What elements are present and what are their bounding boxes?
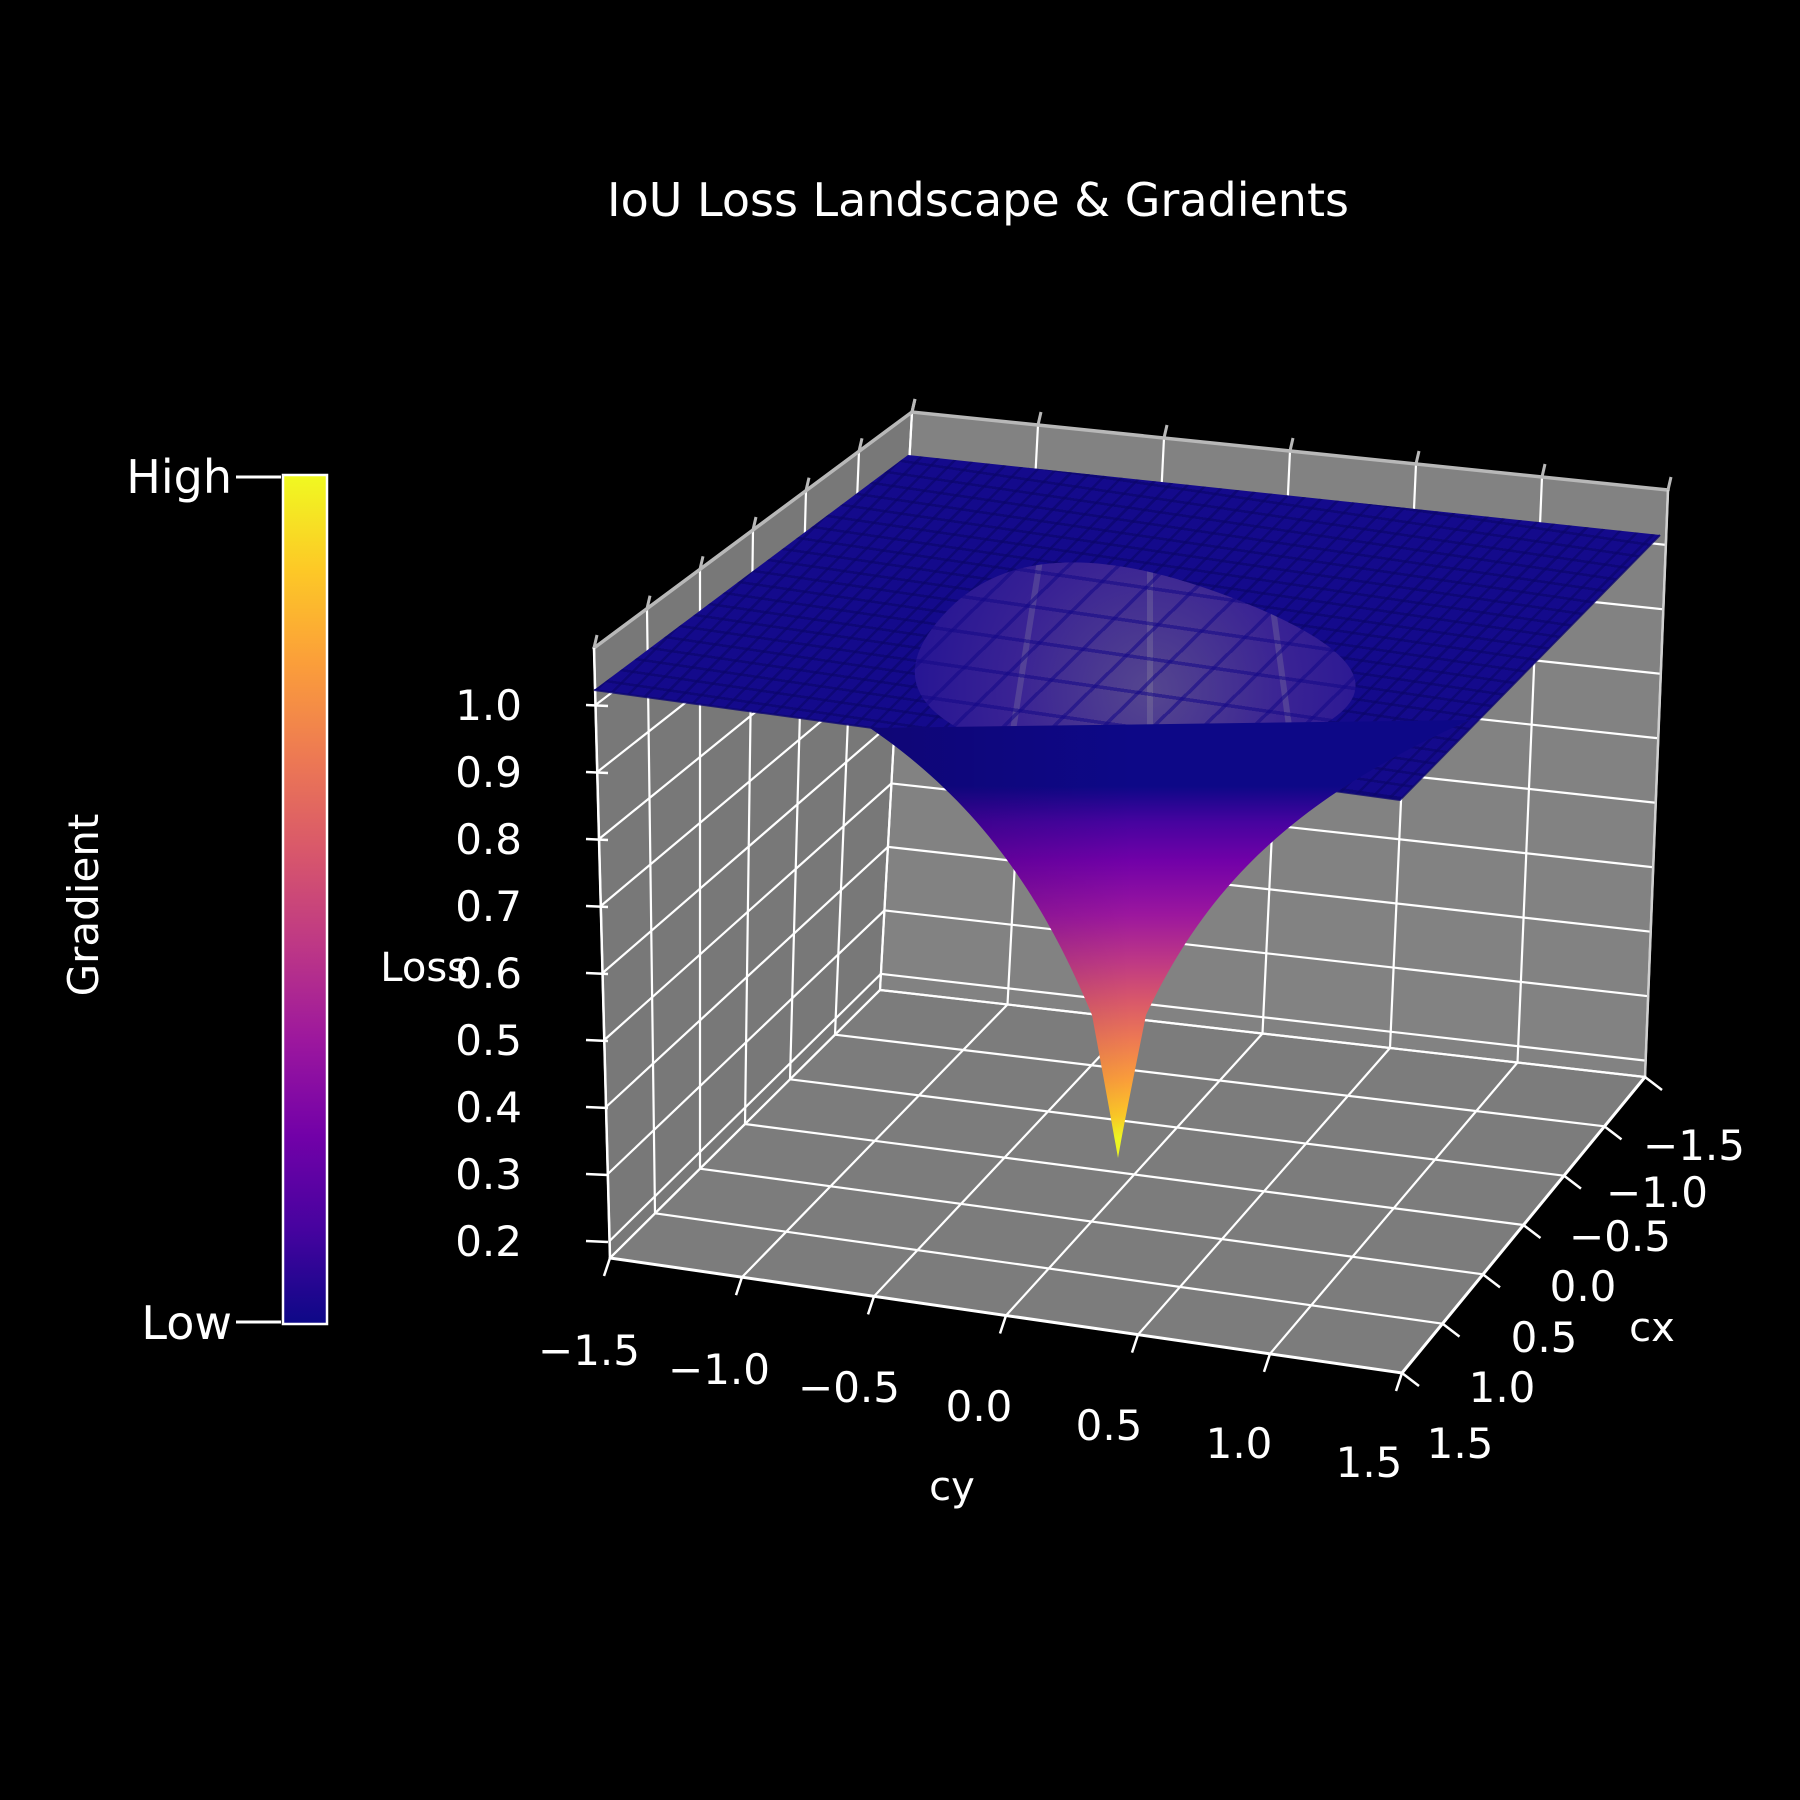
grid-line: [585, 904, 609, 909]
grid-line: [1522, 1224, 1542, 1239]
y-axis-label: cx: [1629, 1305, 1675, 1351]
z-tick-label: 0.7: [455, 882, 522, 931]
z-tick-label: 0.5: [455, 1016, 522, 1065]
grid-line: [910, 398, 917, 413]
grid-line: [585, 971, 609, 976]
cy-tick-label: 1.0: [1206, 1419, 1273, 1468]
plateau-edge: [593, 534, 1661, 802]
grid-line: [592, 647, 612, 1259]
cy-tick-label: 0.0: [946, 1382, 1013, 1431]
cx-tick-label: −0.5: [1569, 1212, 1671, 1261]
grid-line: [804, 477, 811, 492]
cx-tick-label: 0.5: [1511, 1313, 1578, 1362]
grid-line: [878, 988, 1647, 1079]
grid-line: [1441, 1322, 1461, 1338]
x-axis-label: cy: [929, 1464, 975, 1510]
grid-line: [1540, 463, 1547, 478]
grid-line: [585, 837, 609, 842]
grid-line: [645, 607, 657, 1215]
grid-line: [1162, 424, 1169, 439]
grid-line: [592, 634, 599, 649]
colorbar-low-label: Low: [141, 1296, 232, 1350]
grid-line: [833, 1033, 1606, 1128]
grid-line: [1394, 1372, 1404, 1392]
z-tick-label: 0.8: [455, 815, 522, 864]
grid-line: [698, 555, 705, 570]
grid-line: [585, 770, 609, 775]
grid-line: [585, 1038, 609, 1043]
grid-line: [857, 437, 864, 452]
grid-line: [734, 1276, 744, 1296]
grid-line: [585, 1239, 609, 1244]
grid-line: [585, 703, 609, 708]
grid-line: [1644, 1076, 1663, 1091]
colorbar-high-label: High: [126, 450, 232, 504]
grid-line: [602, 1257, 612, 1277]
cy-tick-label: 1.5: [1336, 1438, 1403, 1487]
colorbar-axis-label: Gradient: [59, 814, 108, 997]
grid-line: [585, 1105, 609, 1110]
grid-line: [1482, 1273, 1501, 1289]
cy-tick-label: −1.0: [668, 1345, 770, 1394]
grid-line: [1643, 489, 1670, 1078]
cx-tick-label: 1.0: [1469, 1363, 1536, 1412]
cx-tick-label: 1.5: [1427, 1419, 1494, 1468]
grid-line: [585, 1172, 609, 1177]
z-tick-label: 0.2: [455, 1217, 522, 1266]
grid-line: [1666, 476, 1673, 491]
cx-tick-label: 0.0: [1550, 1262, 1617, 1311]
grid-line: [1414, 450, 1421, 465]
cy-tick-label: −0.5: [798, 1363, 900, 1412]
z-tick-label: 0.3: [455, 1150, 522, 1199]
grid-line: [751, 516, 758, 531]
grid-line: [998, 1315, 1008, 1334]
grid-line: [1563, 1174, 1582, 1190]
grid-line: [1401, 1372, 1420, 1387]
cy-tick-label: −1.5: [538, 1326, 640, 1375]
grid-line: [1130, 1334, 1140, 1354]
grid-line: [608, 988, 882, 1260]
z-tick-label: 0.6: [455, 949, 522, 998]
z-tick-label: 0.9: [455, 748, 522, 797]
text-layer: IoU Loss Landscape & Gradients High Low …: [59, 173, 1745, 1510]
scene-3d: [236, 398, 1673, 1392]
grid-line: [1603, 1125, 1623, 1141]
grid-line: [866, 1295, 876, 1315]
cy-tick-label: 0.5: [1076, 1401, 1143, 1450]
grid-line: [645, 595, 652, 610]
grid-line: [1262, 1353, 1272, 1373]
z-axis-label: Loss: [380, 945, 468, 991]
plot-title: IoU Loss Landscape & Gradients: [607, 173, 1349, 227]
z-tick-label: 0.4: [455, 1083, 522, 1132]
cx-tick-label: −1.5: [1643, 1121, 1745, 1170]
grid-line: [1288, 437, 1295, 452]
colorbar: [281, 473, 329, 1326]
z-tick-label: 1.0: [455, 681, 522, 730]
grid-line: [1036, 411, 1043, 426]
cx-tick-label: −1.0: [1606, 1168, 1708, 1217]
